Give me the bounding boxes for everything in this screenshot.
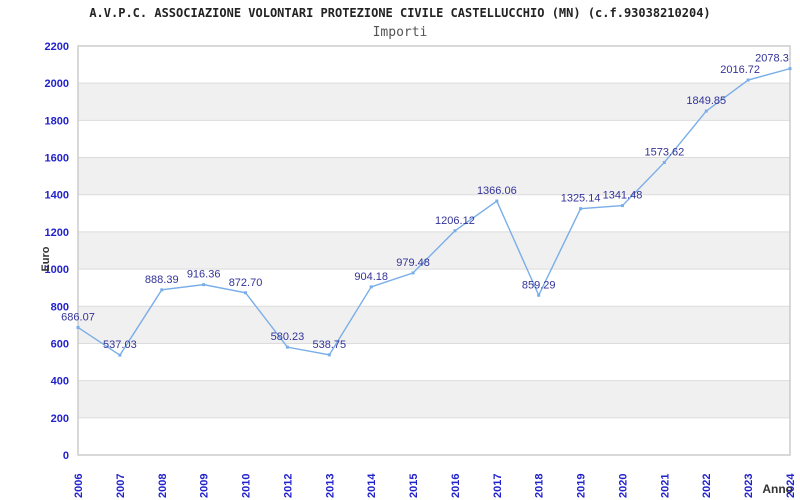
x-tick-label: 2018 (534, 474, 546, 498)
x-tick-label: 2017 (492, 474, 504, 498)
chart-title: A.V.P.C. ASSOCIAZIONE VOLONTARI PROTEZIO… (89, 6, 711, 20)
data-label: 538.75 (312, 339, 346, 351)
series-point (160, 288, 164, 292)
data-label: 1573.62 (644, 146, 684, 158)
plot-band (78, 83, 790, 121)
y-tick-label: 2000 (45, 78, 69, 90)
x-tick-label: 2022 (701, 474, 713, 498)
y-tick-label: 2200 (45, 41, 69, 53)
x-tick-label: 2016 (450, 474, 462, 498)
chart-subtitle: Importi (372, 25, 428, 40)
y-tick-label: 400 (51, 376, 69, 388)
data-label: 888.39 (145, 274, 179, 286)
plot-band (78, 380, 790, 418)
series-point (76, 325, 80, 329)
x-tick-label: 2010 (241, 474, 253, 498)
data-label: 872.70 (229, 277, 263, 289)
x-tick-label: 2021 (659, 474, 671, 498)
data-label: 979.48 (396, 257, 430, 269)
series-line (77, 67, 791, 357)
y-tick-label: 800 (51, 301, 69, 313)
series-point (285, 345, 289, 349)
series-point (453, 229, 457, 233)
y-tick-label: 1000 (45, 264, 69, 276)
y-tick-label: 600 (51, 338, 69, 350)
plot-band (78, 231, 790, 270)
y-tick-label: 0 (63, 450, 69, 462)
x-tick-label: 2008 (157, 474, 169, 498)
plot-border (77, 45, 791, 456)
y-tick-label: 1400 (45, 190, 69, 202)
data-label: 1206.12 (435, 215, 475, 227)
data-label: 1341.48 (603, 190, 643, 202)
x-tick-label: 2015 (408, 474, 420, 498)
series-point (244, 291, 248, 295)
data-label: 686.07 (61, 311, 95, 323)
x-tick-label: 2019 (576, 474, 588, 498)
plot-band (78, 157, 790, 195)
plot-series-layer: 0 200 400 600 800 1000 1200 1400 1600 1800 2000 220… (45, 41, 797, 498)
x-tick-label: 2006 (73, 474, 85, 498)
series-point (202, 283, 206, 287)
x-tick-label: 2023 (743, 474, 755, 498)
series-point (537, 293, 541, 297)
y-tick-label: 1200 (45, 227, 69, 239)
y-tick-label: 200 (51, 413, 69, 425)
y-tick-label: 1800 (45, 115, 69, 127)
series-point (579, 207, 583, 211)
data-label: 859.29 (522, 279, 556, 291)
series-point (327, 353, 331, 357)
x-tick-label: 2012 (282, 474, 294, 498)
series-point (495, 199, 499, 203)
data-label: 2078.3 (755, 53, 789, 65)
data-label: 1366.06 (477, 185, 517, 197)
series-point (704, 109, 708, 113)
x-tick-label: 2014 (366, 473, 378, 498)
series-point (788, 67, 792, 71)
x-axis-title: Anno (762, 482, 793, 496)
data-label: 1325.14 (561, 193, 601, 205)
y-axis-title: Euro (40, 246, 52, 271)
data-label: 1849.85 (686, 95, 726, 107)
x-tick-label: 2009 (199, 474, 211, 498)
x-tick-label: 2024 (785, 473, 797, 498)
x-tick-label: 2013 (324, 474, 336, 498)
series-point (369, 285, 373, 289)
data-label: 916.36 (187, 269, 221, 281)
series-point (746, 78, 750, 82)
data-label: 537.03 (103, 339, 137, 351)
data-label: 580.23 (271, 331, 305, 343)
plot-band (78, 306, 790, 344)
x-tick-label: 2020 (617, 474, 629, 498)
series-point (411, 271, 415, 275)
series-point (620, 204, 624, 208)
data-label: 2016.72 (720, 64, 760, 76)
series-point (118, 353, 122, 357)
data-label: 904.18 (354, 271, 388, 283)
x-tick-label: 2007 (115, 474, 127, 498)
y-tick-label: 1600 (45, 153, 69, 165)
series-point (662, 160, 666, 164)
